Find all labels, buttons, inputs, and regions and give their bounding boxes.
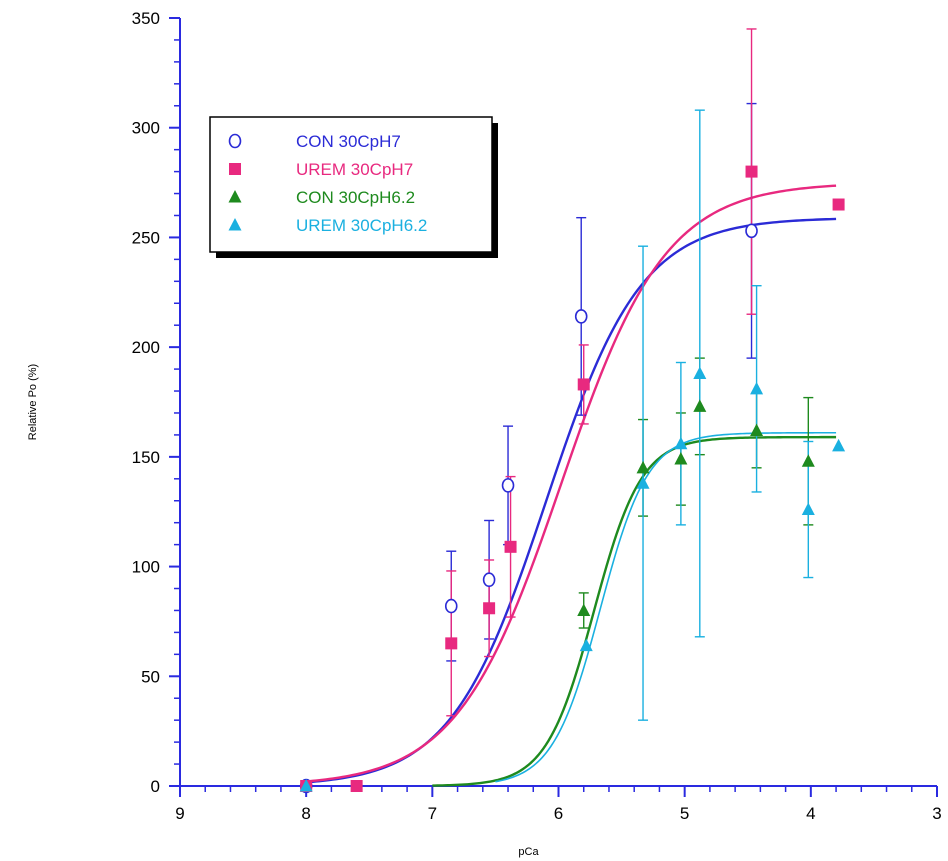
data-point [636, 476, 650, 489]
y-tick-label: 350 [132, 9, 160, 28]
data-point [636, 460, 650, 474]
x-tick-label: 4 [806, 804, 815, 823]
legend-label: CON 30CpH6.2 [296, 188, 415, 207]
fit-curve [432, 435, 837, 787]
data-point [832, 198, 845, 211]
data-point [579, 638, 593, 652]
legend-label: UREM 30CpH7 [296, 160, 413, 179]
data-points [299, 165, 846, 794]
y-tick-label: 50 [141, 667, 160, 686]
y-tick-label: 300 [132, 119, 160, 138]
y-axis-title: Relative Po (%) [27, 364, 39, 440]
data-point [674, 452, 688, 465]
data-point [801, 502, 815, 516]
x-tick-label: 6 [554, 804, 563, 823]
y-tick-label: 0 [151, 777, 160, 796]
error-bars [446, 28, 814, 721]
x-tick-label: 7 [428, 804, 437, 823]
data-point [750, 381, 764, 395]
data-point [693, 399, 707, 412]
data-point [228, 218, 242, 231]
x-tick-label: 3 [932, 804, 941, 823]
data-point [832, 438, 846, 452]
x-tick-label: 8 [301, 804, 310, 823]
x-tick-label: 5 [680, 804, 689, 823]
legend-box [209, 116, 493, 253]
data-point [483, 602, 496, 615]
data-point [750, 423, 764, 437]
legend-label: CON 30CpH7 [296, 132, 401, 151]
y-tick-label: 200 [132, 338, 160, 357]
data-point [745, 165, 758, 178]
data-point [445, 637, 458, 650]
data-point [745, 223, 758, 239]
x-tick-label: 9 [175, 804, 184, 823]
legend: CON 30CpH7 UREM 30CpH7 CON 30CpH6.2 UREM 30… [209, 116, 498, 258]
data-point [577, 378, 590, 391]
fit-curve [306, 184, 837, 783]
data-point [444, 598, 458, 614]
y-tick-label: 250 [132, 228, 160, 247]
data-point [482, 572, 496, 588]
data-point [228, 133, 242, 149]
fit-curve [495, 431, 837, 783]
data-point [501, 478, 515, 493]
y-tick-label: 100 [132, 558, 160, 577]
data-point [228, 190, 242, 203]
x-axis-title: pCa [518, 846, 539, 858]
data-point [577, 603, 591, 616]
y-tick-label: 150 [132, 448, 160, 467]
data-point [504, 540, 517, 553]
data-point [299, 779, 313, 792]
data-point [693, 366, 707, 379]
data-point [350, 780, 363, 792]
data-point [801, 454, 815, 467]
data-point [674, 436, 688, 450]
data-point [574, 309, 588, 324]
legend-label: UREM 30CpH6.2 [296, 216, 427, 235]
axes: 9 8 7 6 5 4 3 0 50 100 150 200 250 300 350 [132, 9, 942, 823]
data-point [229, 163, 241, 175]
